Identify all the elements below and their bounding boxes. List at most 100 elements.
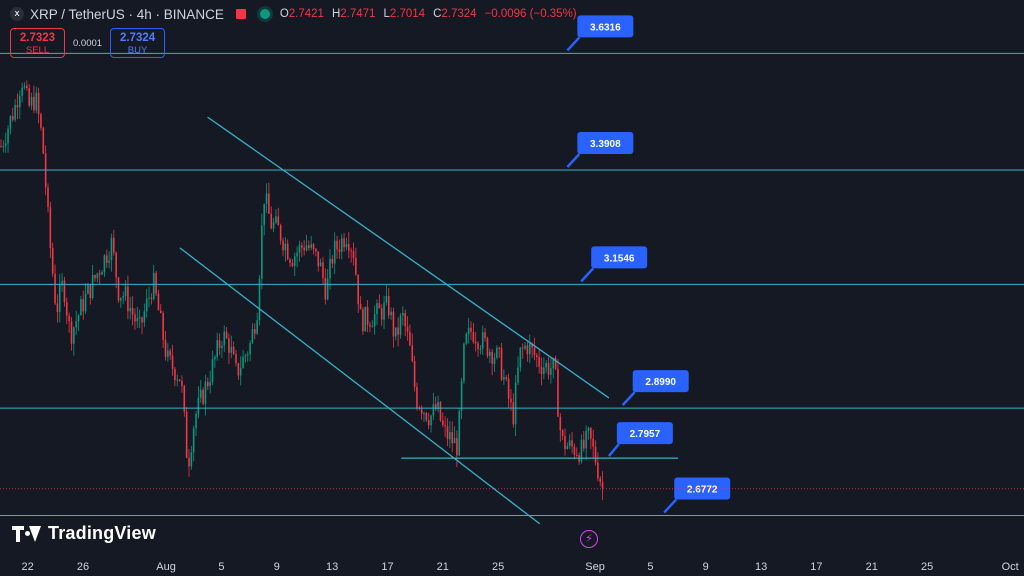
candle-body <box>458 411 461 456</box>
exchange-flag-icon <box>235 9 246 19</box>
chart-legend: x XRP / TetherUS · 4h · BINANCE O2.7421 … <box>10 5 577 23</box>
candle-body <box>364 306 367 332</box>
candle-body <box>216 340 218 357</box>
candle-body <box>30 96 33 106</box>
candle-body <box>561 430 564 437</box>
candle-body <box>362 309 364 332</box>
candle-body <box>489 351 491 357</box>
ohlc-open: O2.7421 <box>279 8 324 20</box>
candle-body <box>575 454 578 456</box>
x-tick-label: 22 <box>22 561 34 573</box>
candle-body <box>573 446 576 455</box>
level-pointer <box>621 391 636 406</box>
candle-body <box>185 411 188 458</box>
buy-price: 2.7324 <box>119 32 156 44</box>
candle-body <box>33 96 35 111</box>
candle-body <box>474 341 477 344</box>
candle-body <box>265 193 268 204</box>
ohlc-low: L2.7014 <box>383 8 426 20</box>
candle-body <box>218 340 221 348</box>
candle-body <box>214 356 216 360</box>
candle-body <box>505 377 508 379</box>
candle-body <box>343 238 345 248</box>
level-pointer <box>663 498 678 514</box>
candle-body <box>472 331 475 342</box>
candle-body <box>40 114 42 128</box>
tradingview-logo-icon <box>12 524 42 544</box>
candle-body <box>63 280 66 303</box>
buy-button[interactable]: 2.7324 BUY <box>110 28 166 58</box>
candle-body <box>427 420 430 426</box>
candle-body <box>571 440 573 447</box>
x-tick-label: Aug <box>156 561 176 573</box>
candle-body <box>545 363 547 368</box>
market-open-icon <box>259 9 270 19</box>
candle-body <box>479 348 482 350</box>
sell-button[interactable]: 2.7323 SELL <box>10 28 65 58</box>
candle-body <box>528 343 531 355</box>
candle-body <box>91 274 94 299</box>
candle-body <box>103 255 106 273</box>
candle-body <box>566 445 569 450</box>
candle-body <box>279 225 282 241</box>
x-tick-label: Sep <box>585 561 605 573</box>
candle-body <box>397 327 399 335</box>
candle-body <box>286 243 289 260</box>
candle-body <box>258 278 261 321</box>
candle-body <box>56 303 59 312</box>
candle-body <box>291 262 294 267</box>
candle-body <box>0 146 2 148</box>
candle-body <box>270 213 273 229</box>
candle-body <box>84 293 87 312</box>
candle-body <box>77 315 80 322</box>
candle-body <box>437 401 439 410</box>
candle-body <box>599 478 602 483</box>
candle-body <box>519 347 522 368</box>
candle-body <box>293 256 296 267</box>
candle-body <box>538 357 540 367</box>
candle-body <box>122 296 124 298</box>
symbol-title[interactable]: XRP / TetherUS · 4h · BINANCE <box>30 6 224 22</box>
candle-body <box>465 333 468 344</box>
candle-body <box>301 245 303 248</box>
candle-body <box>303 247 305 251</box>
candle-body <box>75 321 77 328</box>
flash-icon[interactable]: ⚡ <box>580 530 598 548</box>
candle-body <box>305 245 308 251</box>
candle-body <box>98 273 101 275</box>
sell-price: 2.7323 <box>19 32 56 44</box>
candle-body <box>348 243 350 251</box>
candle-body <box>138 317 141 319</box>
candle-body <box>4 143 7 146</box>
candle-body <box>547 363 550 375</box>
candle-body <box>16 104 19 108</box>
candle-body <box>284 243 287 251</box>
candle-body <box>28 88 30 106</box>
candle-body <box>411 345 414 362</box>
candle-body <box>568 440 571 446</box>
x-tick-label: 25 <box>492 561 504 573</box>
tradingview-logo[interactable]: TradingView <box>12 523 156 544</box>
support-pointer <box>607 443 620 457</box>
candle-body <box>564 436 566 450</box>
candle-body <box>35 92 38 111</box>
candle-body <box>352 251 355 258</box>
x-tick-label: Oct <box>1002 561 1019 573</box>
candle-body <box>395 327 397 337</box>
candle-body <box>47 187 49 208</box>
ohlc-close: C2.7324 <box>433 8 477 20</box>
candle-body <box>232 346 235 355</box>
candle-body <box>145 298 148 312</box>
candle-body <box>470 327 472 332</box>
candle-body <box>463 343 465 382</box>
candle-body <box>228 338 230 353</box>
candle-body <box>207 381 209 387</box>
candle-body <box>312 244 315 249</box>
candle-body <box>423 412 425 414</box>
candle-body <box>329 258 331 279</box>
candle-body <box>585 431 587 449</box>
candle-body <box>451 432 453 444</box>
candle-body <box>319 262 322 267</box>
candle-body <box>181 380 183 387</box>
